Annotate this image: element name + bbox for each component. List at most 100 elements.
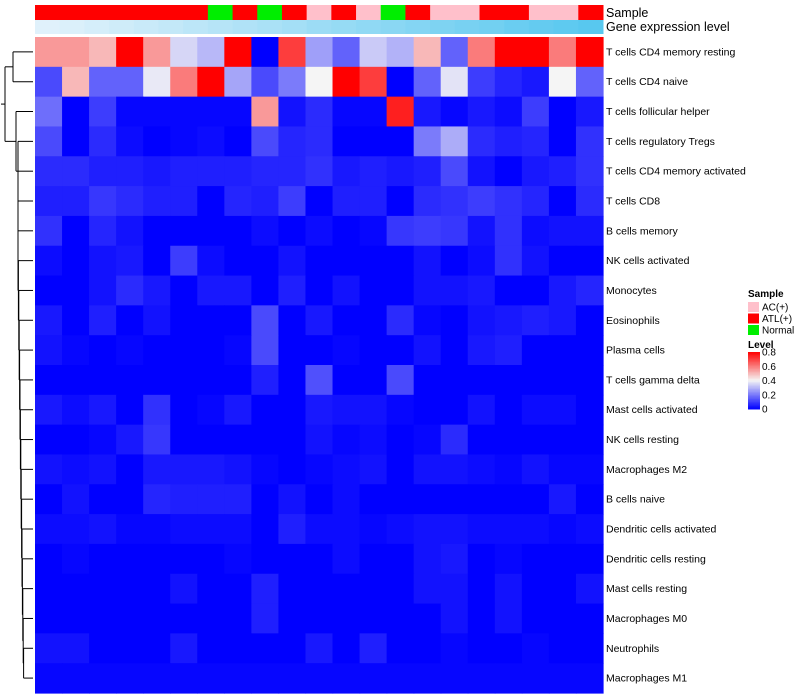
- heatmap-cell: [143, 275, 171, 306]
- heatmap-cell: [494, 573, 523, 605]
- heatmap-cell: [62, 543, 90, 575]
- row-label: Eosinophils: [606, 315, 660, 327]
- sample-annotation-cell: [454, 5, 481, 20]
- heatmap-cell: [62, 335, 90, 366]
- heatmap-cell: [386, 603, 415, 634]
- expression-annotation-cell: [281, 20, 308, 34]
- legend-level-band: [748, 354, 760, 357]
- heatmap-cell: [494, 394, 523, 426]
- heatmap-cell: [359, 96, 388, 128]
- expression-annotation-cell: [133, 20, 159, 34]
- heatmap-cell: [197, 424, 225, 456]
- legend-level-band: [748, 377, 760, 380]
- heatmap-cell: [548, 394, 577, 426]
- heatmap-cell: [305, 633, 334, 664]
- heatmap-cell: [197, 514, 225, 545]
- heatmap-cell: [440, 275, 469, 306]
- expression-annotation-cell: [158, 20, 184, 34]
- heatmap-cell: [143, 514, 171, 545]
- legend-sample-swatch: [748, 302, 759, 312]
- heatmap-cell: [386, 424, 415, 456]
- heatmap-cell: [251, 543, 280, 575]
- legend-level-band: [748, 381, 760, 384]
- sample-annotation-cell: [578, 5, 604, 20]
- heatmap-cell: [116, 484, 144, 515]
- heatmap-cell: [251, 663, 280, 694]
- heatmap-cell: [224, 543, 252, 575]
- heatmap-cell: [116, 215, 144, 247]
- heatmap-cell: [332, 335, 361, 366]
- heatmap-cell: [494, 66, 523, 98]
- heatmap-cell: [89, 186, 117, 217]
- heatmap-cell: [224, 633, 252, 664]
- heatmap-cell: [278, 245, 307, 277]
- heatmap-cell: [143, 424, 171, 456]
- row-labels: T cells CD4 memory resting T cells CD4 na…: [606, 46, 746, 684]
- heatmap-cell: [521, 66, 550, 98]
- heatmap-cell: [494, 275, 523, 306]
- heatmap-cell: [224, 186, 252, 217]
- heatmap-cell: [332, 365, 361, 396]
- legend-level-band: [748, 379, 760, 381]
- heatmap-cell: [251, 365, 280, 396]
- heatmap-cell: [278, 37, 307, 68]
- expression-annotation-cell: [356, 20, 382, 34]
- row-label: Mast cells activated: [606, 404, 698, 416]
- heatmap-cell: [413, 37, 442, 68]
- expression-annotation-cell: [232, 20, 258, 34]
- heatmap-cell: [494, 365, 523, 396]
- heatmap-cell: [224, 424, 252, 456]
- heatmap-cell: [548, 543, 577, 575]
- heatmap-cell: [332, 633, 361, 664]
- legend-sample-swatch: [748, 313, 759, 324]
- heatmap-cell: [521, 424, 550, 456]
- sample-annotation-cell: [84, 5, 110, 20]
- heatmap-cell: [89, 215, 117, 247]
- heatmap-cell: [251, 633, 280, 664]
- heatmap-cell: [143, 66, 171, 98]
- legend-level-band: [748, 401, 760, 404]
- heatmap-cell: [494, 484, 523, 515]
- heatmap-cell: [35, 573, 63, 605]
- sample-annotation-cell: [183, 5, 209, 20]
- heatmap-cell: [35, 245, 63, 277]
- heatmap-cell: [197, 215, 225, 247]
- heatmap-cell: [359, 424, 388, 456]
- heatmap-cell: [332, 96, 361, 128]
- heatmap-cell: [35, 365, 63, 396]
- heatmap-cell: [386, 335, 415, 366]
- heatmap-cell: [359, 66, 388, 98]
- heatmap-cell: [467, 275, 496, 306]
- heatmap-cell: [305, 454, 334, 485]
- heatmap-cell: [440, 603, 469, 634]
- row-label: Dendritic cells activated: [606, 524, 716, 536]
- legend-level-band: [748, 360, 760, 363]
- heatmap-cell: [62, 37, 90, 68]
- heatmap-cell: [89, 573, 117, 605]
- legend-level-tick: 0.8: [762, 348, 776, 359]
- heatmap-cell: [440, 215, 469, 247]
- heatmap-cell: [494, 186, 523, 217]
- heatmap-cell: [224, 484, 252, 515]
- heatmap-cell: [467, 424, 496, 456]
- heatmap-cell: [440, 543, 469, 575]
- heatmap-cell: [413, 66, 442, 98]
- row-label: T cells CD4 naive: [606, 76, 688, 88]
- heatmap-cell: [143, 543, 171, 575]
- heatmap-cell: [116, 633, 144, 664]
- heatmap-cell: [494, 96, 523, 128]
- expression-annotation-cell: [479, 20, 505, 34]
- heatmap-cell: [521, 365, 550, 396]
- legend-level-band: [748, 380, 760, 383]
- row-label: B cells naive: [606, 494, 665, 506]
- heatmap-cell: [332, 126, 361, 157]
- heatmap-cell: [170, 156, 198, 187]
- legend-level-band: [748, 374, 760, 377]
- heatmap-cell: [35, 454, 63, 485]
- heatmap-cell: [251, 96, 280, 128]
- heatmap-cell: [413, 335, 442, 366]
- heatmap-cell: [170, 663, 198, 694]
- heatmap-cell: [62, 186, 90, 217]
- heatmap-cell: [386, 37, 415, 68]
- expression-annotation-cell: [553, 20, 579, 34]
